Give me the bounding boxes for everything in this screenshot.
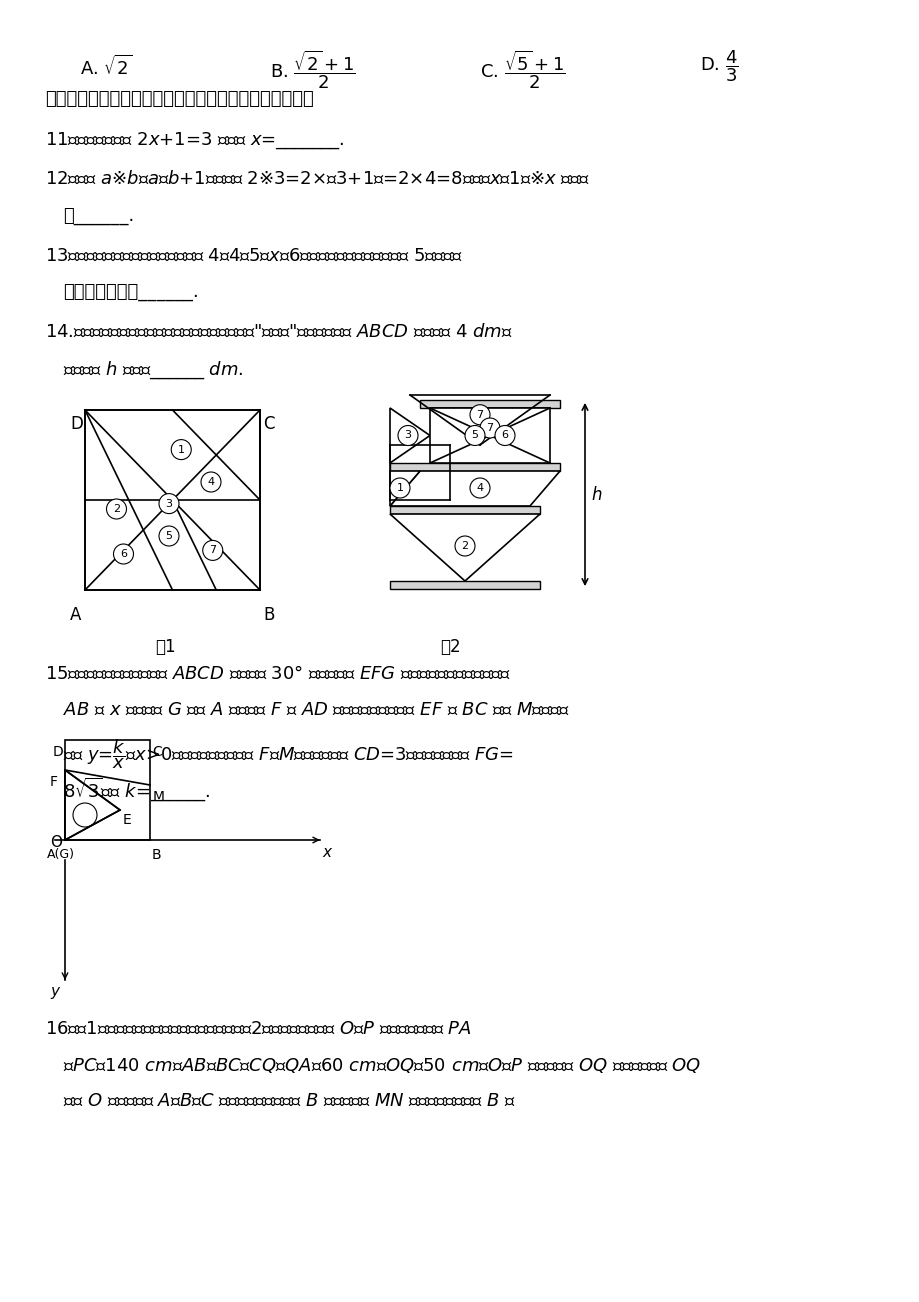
Text: 二、填空题（本题共有６小题，每小题４分，共２４分）: 二、填空题（本题共有６小题，每小题４分，共２４分） xyxy=(45,90,313,108)
Polygon shape xyxy=(390,464,560,471)
Text: C. $\dfrac{\sqrt{5}+1}{2}$: C. $\dfrac{\sqrt{5}+1}{2}$ xyxy=(480,48,565,91)
Polygon shape xyxy=(429,408,550,464)
Circle shape xyxy=(455,536,474,556)
Text: 6: 6 xyxy=(119,549,127,559)
Text: 图1: 图1 xyxy=(154,638,176,656)
Circle shape xyxy=(171,440,191,460)
Text: 3: 3 xyxy=(165,499,173,509)
Text: 4: 4 xyxy=(476,483,483,493)
Text: B: B xyxy=(152,848,162,862)
Circle shape xyxy=(200,473,221,492)
Text: A. $\sqrt{2}$: A. $\sqrt{2}$ xyxy=(80,55,132,79)
Text: $AB$ 在 $x$ 轴上，点 $G$ 与点 $A$ 重合，点 $F$ 在 $AD$ 上，三角板的直角边 $EF$ 交 $BC$ 于点 $M$，反比例: $AB$ 在 $x$ 轴上，点 $G$ 与点 $A$ 重合，点 $F$ 在 $A… xyxy=(62,700,570,719)
Circle shape xyxy=(390,478,410,497)
Text: 7: 7 xyxy=(486,423,493,434)
Text: B: B xyxy=(263,605,274,624)
Text: 7: 7 xyxy=(476,410,483,419)
Circle shape xyxy=(113,544,133,564)
Polygon shape xyxy=(429,408,550,464)
Circle shape xyxy=(159,526,179,546)
Text: 图2: 图2 xyxy=(439,638,460,656)
Text: 13．某班五个兴趣小组的人数分别为 4，4，5，$x$，6，已知这组数据的平均数是 5，则这组: 13．某班五个兴趣小组的人数分别为 4，4，5，$x$，6，已知这组数据的平均数… xyxy=(45,247,462,266)
Text: A(G): A(G) xyxy=(47,848,75,861)
Text: C: C xyxy=(263,415,274,434)
Text: 数据的中位数是______.: 数据的中位数是______. xyxy=(62,283,199,301)
Circle shape xyxy=(202,540,222,560)
Text: 5: 5 xyxy=(165,531,173,542)
Text: 14.小慧用图１中的一副七巧板拼出如图２所示的"行礼图"，已知正方形 $ABCD$ 的边长为 4 $dm$，: 14.小慧用图１中的一副七巧板拼出如图２所示的"行礼图"，已知正方形 $ABCD… xyxy=(45,323,512,341)
Polygon shape xyxy=(390,506,539,514)
Text: D. $\dfrac{4}{3}$: D. $\dfrac{4}{3}$ xyxy=(699,48,738,83)
Polygon shape xyxy=(420,400,560,408)
Text: 4: 4 xyxy=(207,477,214,487)
Text: $h$: $h$ xyxy=(590,486,602,504)
Polygon shape xyxy=(390,471,420,506)
Text: M: M xyxy=(153,790,165,805)
Text: $8\sqrt{3}$，则 $k$=______.: $8\sqrt{3}$，则 $k$=______. xyxy=(62,775,210,802)
Text: 16．图1是由七根连杆链接而成的机械装置，图2是其示意图．已知 $O$，$P$ 两点固定，连杆 $PA$: 16．图1是由七根连杆链接而成的机械装置，图2是其示意图．已知 $O$，$P$ … xyxy=(45,1019,471,1038)
Text: $y$: $y$ xyxy=(50,986,62,1001)
Circle shape xyxy=(480,418,499,437)
Circle shape xyxy=(398,426,417,445)
Text: 绕点 $O$ 转动时，点 $A$，$B$，$C$ 的位置随之改变，点 $B$ 恰好在线段 $MN$ 上来回运动．当点 $B$ 运: 绕点 $O$ 转动时，点 $A$，$B$，$C$ 的位置随之改变，点 $B$ 恰… xyxy=(62,1092,516,1111)
Text: 2: 2 xyxy=(113,504,120,514)
Polygon shape xyxy=(65,740,150,840)
Text: D: D xyxy=(70,415,83,434)
Text: E: E xyxy=(123,812,131,827)
Text: D: D xyxy=(53,745,63,759)
Text: 11．一元一次方程 $2x$+1=3 的解是 $x$=_______.: 11．一元一次方程 $2x$+1=3 的解是 $x$=_______. xyxy=(45,130,345,151)
Circle shape xyxy=(159,493,179,513)
Text: 1: 1 xyxy=(177,444,185,454)
Text: $x$: $x$ xyxy=(322,845,334,861)
Text: 1: 1 xyxy=(396,483,403,493)
Text: 15．如图，将一把矩形直尺 $ABCD$ 和一块含 30° 角的三角板 $EFG$ 摆放在平面直角坐标系中，: 15．如图，将一把矩形直尺 $ABCD$ 和一块含 30° 角的三角板 $EFG… xyxy=(45,665,510,684)
Polygon shape xyxy=(390,581,539,589)
Polygon shape xyxy=(390,471,560,506)
Polygon shape xyxy=(390,408,429,464)
Circle shape xyxy=(470,405,490,424)
Text: F: F xyxy=(50,775,58,789)
Circle shape xyxy=(107,499,127,519)
Text: 6: 6 xyxy=(501,431,508,440)
Polygon shape xyxy=(390,514,539,581)
Text: O: O xyxy=(50,835,62,850)
Text: ＝$PC$＝140 $cm$，$AB$＝$BC$＝$CQ$＝$QA$＝60 $cm$，$OQ$＝50 $cm$，$O$，$P$ 两点间距与 $OQ$ 长度相等．: ＝$PC$＝140 $cm$，$AB$＝$BC$＝$CQ$＝$QA$＝60 $c… xyxy=(62,1056,700,1075)
Circle shape xyxy=(494,426,515,445)
Text: 则图２中 $h$ 的值为______ $dm$.: 则图２中 $h$ 的值为______ $dm$. xyxy=(62,359,244,380)
Circle shape xyxy=(464,426,484,445)
Text: 12．定义 $a$※$b$＝$a$（$b$+1），例如 2※3=2×（3+1）=2×4=8．则（$x$－1）※$x$ 的结果: 12．定义 $a$※$b$＝$a$（$b$+1），例如 2※3=2×（3+1）=… xyxy=(45,171,589,187)
Polygon shape xyxy=(85,410,260,590)
Text: 5: 5 xyxy=(471,431,478,440)
Text: 3: 3 xyxy=(404,431,411,440)
Text: 2: 2 xyxy=(461,542,468,551)
Text: 7: 7 xyxy=(209,546,216,556)
Polygon shape xyxy=(65,769,119,840)
Text: C: C xyxy=(152,745,162,759)
Text: A: A xyxy=(70,605,81,624)
Circle shape xyxy=(470,478,490,497)
Text: B. $\dfrac{\sqrt{2}+1}{2}$: B. $\dfrac{\sqrt{2}+1}{2}$ xyxy=(269,48,356,91)
Text: 函数 $y$=$\dfrac{k}{x}$（$x$>0）的图象恰好经过点 $F$，$M$，若直尺的宽 $CD$=3，三角板的斜边 $FG$=: 函数 $y$=$\dfrac{k}{x}$（$x$>0）的图象恰好经过点 $F$… xyxy=(62,737,513,771)
Text: 为______.: 为______. xyxy=(62,207,134,225)
